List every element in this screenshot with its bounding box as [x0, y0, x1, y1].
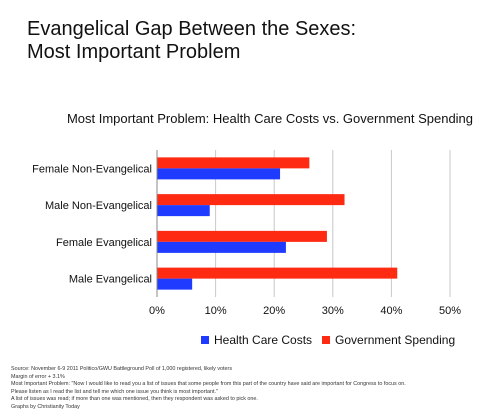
bar-government-spending — [157, 267, 398, 279]
footer-line: A list of issues was read; if more than … — [11, 396, 258, 403]
x-tick-label: 50% — [439, 305, 461, 317]
y-category-label: Male Non-Evangelical — [45, 200, 152, 212]
bar-government-spending — [157, 157, 310, 169]
bar-health-care-costs — [157, 278, 193, 290]
y-category-label: Female Evangelical — [56, 237, 152, 249]
page-title-line-1: Evangelical Gap Between the Sexes: — [27, 18, 357, 40]
footer-line: Most Important Problem: "Now I would lik… — [11, 381, 406, 388]
bar-health-care-costs — [157, 241, 286, 253]
footer-line: Please listen as I read the list and tel… — [11, 388, 218, 395]
page-title-line-2: Most Important Problem — [27, 41, 241, 63]
bar-government-spending — [157, 230, 327, 242]
bar-government-spending — [157, 194, 345, 206]
y-category-label: Female Non-Evangelical — [32, 163, 152, 175]
footer-line: Margin of error + 3.1% — [11, 373, 65, 380]
bar-health-care-costs — [157, 168, 281, 180]
legend-swatch-health-care-costs — [201, 336, 209, 344]
y-category-label: Male Evangelical — [69, 274, 152, 286]
x-tick-label: 20% — [263, 305, 285, 317]
x-tick-label: 40% — [380, 305, 402, 317]
legend-label-government-spending: Government Spending — [335, 333, 456, 347]
chart-legend: Health Care Costs Government Spending — [201, 333, 465, 347]
chart-title: Most Important Problem: Health Care Cost… — [66, 111, 474, 126]
legend-item-health-care-costs: Health Care Costs — [201, 333, 312, 347]
source-notes: Source: November 6-9 2011 Politico/GWU B… — [11, 366, 496, 412]
page-title: Evangelical Gap Between the Sexes: Most … — [27, 18, 487, 64]
legend-label-health-care-costs: Health Care Costs — [214, 333, 313, 347]
legend-item-government-spending: Government Spending — [322, 333, 455, 347]
footer-line: Source: November 6-9 2011 Politico/GWU B… — [11, 366, 233, 372]
bar-health-care-costs — [157, 205, 210, 217]
x-tick-label: 0% — [149, 305, 165, 317]
x-tick-label: 30% — [322, 305, 344, 317]
footer-line: Graphs by Christianity Today — [11, 403, 80, 410]
legend-swatch-government-spending — [322, 336, 331, 344]
x-tick-label: 10% — [205, 305, 227, 317]
